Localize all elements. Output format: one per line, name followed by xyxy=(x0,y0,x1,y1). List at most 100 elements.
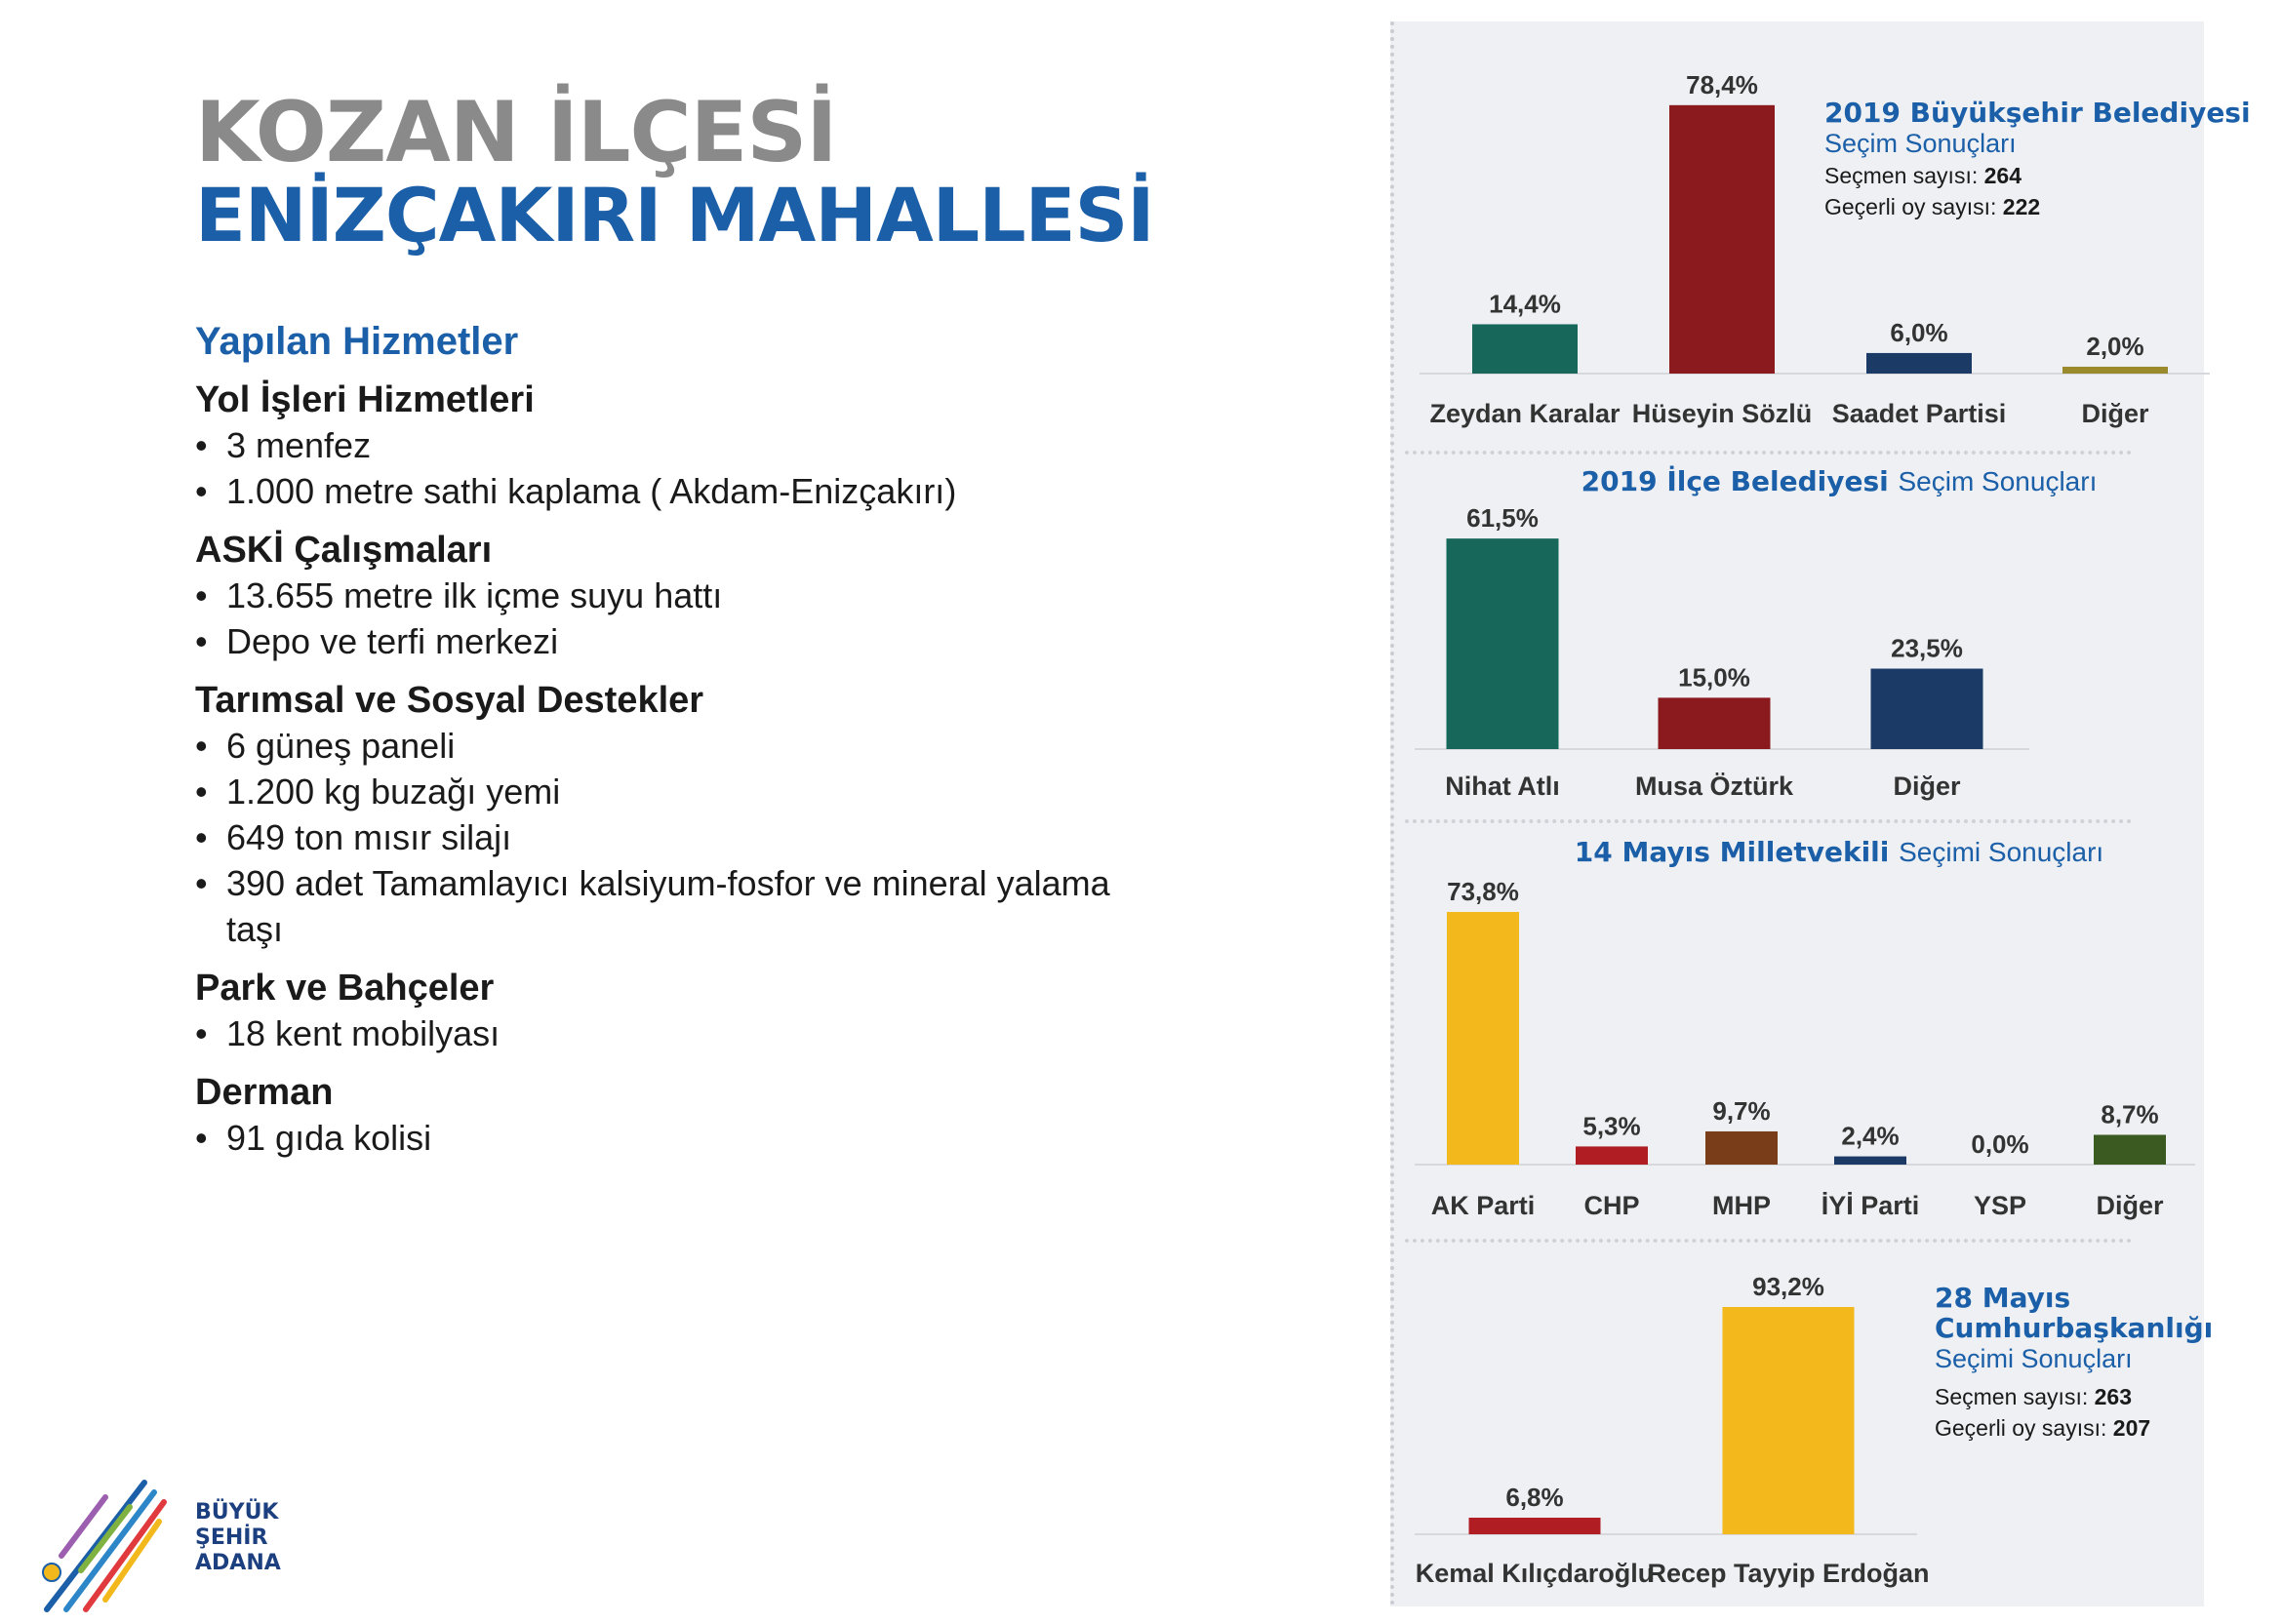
logo-stripes-icon xyxy=(42,1480,167,1612)
bar-value-label: 15,0% xyxy=(1678,662,1750,692)
logo-line1: BÜYÜK xyxy=(195,1500,279,1525)
service-group-aski: ASKİ Çalışmaları 13.655 metre ilk içme s… xyxy=(195,528,1171,664)
category-label: Diğer xyxy=(1893,772,1961,801)
category-label: CHP xyxy=(1583,1191,1639,1220)
chart-title: 14 Mayıs Milletvekili Seçimi Sonuçları xyxy=(1575,836,2103,868)
service-item: 1.000 metre sathi kaplama ( Akdam-Enizça… xyxy=(195,468,1171,514)
services-section: Yapılan Hizmetler Yol İşleri Hizmetleri … xyxy=(195,320,1171,1174)
bar-value-label: 93,2% xyxy=(1752,1272,1824,1301)
bar xyxy=(1468,1518,1601,1534)
logo-line3: ADANA xyxy=(195,1551,281,1575)
service-group-title: Derman xyxy=(195,1072,334,1113)
chart-info-label: Geçerli oy sayısı: xyxy=(1824,194,2003,219)
bar xyxy=(1576,1146,1648,1165)
category-label: Diğer xyxy=(2096,1191,2164,1220)
bar xyxy=(1834,1156,1906,1165)
chart-info: Seçmen sayısı: 264 xyxy=(1824,163,2022,188)
service-group-title: Yol İşleri Hizmetleri xyxy=(195,379,535,420)
bar xyxy=(1870,668,1983,749)
category-label: Diğer xyxy=(2081,399,2149,428)
chart-info: Geçerli oy sayısı: 207 xyxy=(1935,1415,2150,1441)
service-group-parks: Park ve Bahçeler 18 kent mobilyası xyxy=(195,966,1171,1056)
bar-value-label: 78,4% xyxy=(1686,70,1758,99)
service-item: Depo ve terfi merkezi xyxy=(195,618,1171,664)
category-label: Hüseyin Sözlü xyxy=(1632,399,1813,428)
bar-value-label: 23,5% xyxy=(1891,634,1963,663)
bar xyxy=(1447,911,1519,1165)
bar xyxy=(1658,697,1771,749)
adana-logo: BÜYÜK ŞEHİR ADANA xyxy=(37,1463,281,1619)
category-label: Zeydan Karalar xyxy=(1429,399,1621,428)
category-label: AK Parti xyxy=(1431,1191,1536,1220)
service-item: 91 gıda kolisi xyxy=(195,1115,1171,1161)
chart-title: Cumhurbaşkanlığı xyxy=(1935,1312,2213,1344)
category-label: Recep Tayyip Erdoğan xyxy=(1647,1559,1929,1588)
chart-info: Geçerli oy sayısı: 222 xyxy=(1824,194,2040,219)
service-group-title: ASKİ Çalışmaları xyxy=(195,530,493,571)
chart-subtitle: Seçim Sonuçları xyxy=(1824,129,2017,158)
bar-value-label: 9,7% xyxy=(1712,1096,1770,1126)
chart-title-rest: Seçimi Sonuçları xyxy=(1899,837,2103,867)
service-item: 390 adet Tamamlayıcı kalsiyum-fosfor ve … xyxy=(195,860,1171,952)
logo-line2: ŞEHİR xyxy=(195,1525,268,1550)
neighborhood-title: ENİZÇAKIRI MAHALLESİ xyxy=(195,172,1155,258)
bar xyxy=(2062,366,2168,374)
bar xyxy=(2094,1134,2166,1165)
bar-value-label: 73,8% xyxy=(1447,877,1519,906)
service-group-derman: Derman 91 gıda kolisi xyxy=(195,1070,1171,1161)
chart-info: Seçmen sayısı: 263 xyxy=(1935,1384,2132,1409)
category-label: Nihat Atlı xyxy=(1445,772,1560,801)
service-item: 13.655 metre ilk içme suyu hattı xyxy=(195,573,1171,618)
services-heading: Yapılan Hizmetler xyxy=(195,320,519,363)
service-item: 6 güneş paneli xyxy=(195,723,1171,769)
chart-title: 2019 Büyükşehir Belediyesi xyxy=(1824,97,2251,129)
section-divider xyxy=(1405,819,2132,823)
chart-title: 2019 İlçe Belediyesi Seçim Sonuçları xyxy=(1581,464,2098,497)
chart-info-label: Geçerli oy sayısı: xyxy=(1935,1415,2113,1441)
bar xyxy=(1446,538,1559,749)
chart-info-value: 263 xyxy=(2095,1384,2132,1409)
bar-value-label: 8,7% xyxy=(2101,1099,2158,1129)
chart-title-bold: 2019 İlçe Belediyesi xyxy=(1581,464,1899,497)
chart-info-label: Seçmen sayısı: xyxy=(1824,163,1984,188)
bar-value-label: 2,0% xyxy=(2086,332,2143,361)
bar xyxy=(1866,352,1972,374)
service-group-title: Park ve Bahçeler xyxy=(195,968,495,1009)
bar-value-label: 0,0% xyxy=(1971,1129,2028,1159)
bar xyxy=(1472,324,1578,374)
service-item: 18 kent mobilyası xyxy=(195,1010,1171,1056)
chart-title-bold: 14 Mayıs Milletvekili xyxy=(1575,836,1899,868)
service-group-title: Tarımsal ve Sosyal Destekler xyxy=(195,680,704,721)
section-divider xyxy=(1405,1239,2132,1243)
bar xyxy=(1669,104,1775,374)
service-item: 3 menfez xyxy=(195,422,1171,468)
category-label: İYİ Parti xyxy=(1822,1191,1920,1220)
service-item: 1.200 kg buzağı yemi xyxy=(195,769,1171,814)
bar xyxy=(1722,1307,1855,1534)
bar-value-label: 5,3% xyxy=(1582,1111,1640,1140)
bar-value-label: 61,5% xyxy=(1466,503,1539,533)
chart-info-value: 222 xyxy=(2003,194,2040,219)
category-label: Saadet Partisi xyxy=(1832,399,2007,428)
bar-value-label: 14,4% xyxy=(1489,289,1561,318)
chart-info-value: 264 xyxy=(1984,163,2022,188)
bar-value-label: 2,4% xyxy=(1841,1122,1899,1151)
chart-subtitle: Seçimi Sonuçları xyxy=(1935,1344,2133,1373)
bar-value-label: 6,0% xyxy=(1890,318,1947,347)
district-title: KOZAN İLÇESİ xyxy=(195,84,837,181)
category-label: Musa Öztürk xyxy=(1635,772,1794,801)
bar xyxy=(1705,1130,1778,1165)
category-label: YSP xyxy=(1974,1191,2026,1220)
chart-info-label: Seçmen sayısı: xyxy=(1935,1384,2095,1409)
category-label: MHP xyxy=(1712,1191,1771,1220)
chart-title-rest: Seçim Sonuçları xyxy=(1898,466,2097,496)
category-label: Kemal Kılıçdaroğlu xyxy=(1416,1559,1655,1588)
service-item: 649 ton mısır silajı xyxy=(195,814,1171,860)
section-divider xyxy=(1405,451,2132,455)
chart-title: 28 Mayıs xyxy=(1935,1282,2070,1314)
bar-value-label: 6,8% xyxy=(1505,1483,1563,1512)
service-group-road: Yol İşleri Hizmetleri 3 menfez 1.000 met… xyxy=(195,377,1171,514)
chart-info-value: 207 xyxy=(2113,1415,2150,1441)
service-group-agriculture: Tarımsal ve Sosyal Destekler 6 güneş pan… xyxy=(195,678,1171,952)
